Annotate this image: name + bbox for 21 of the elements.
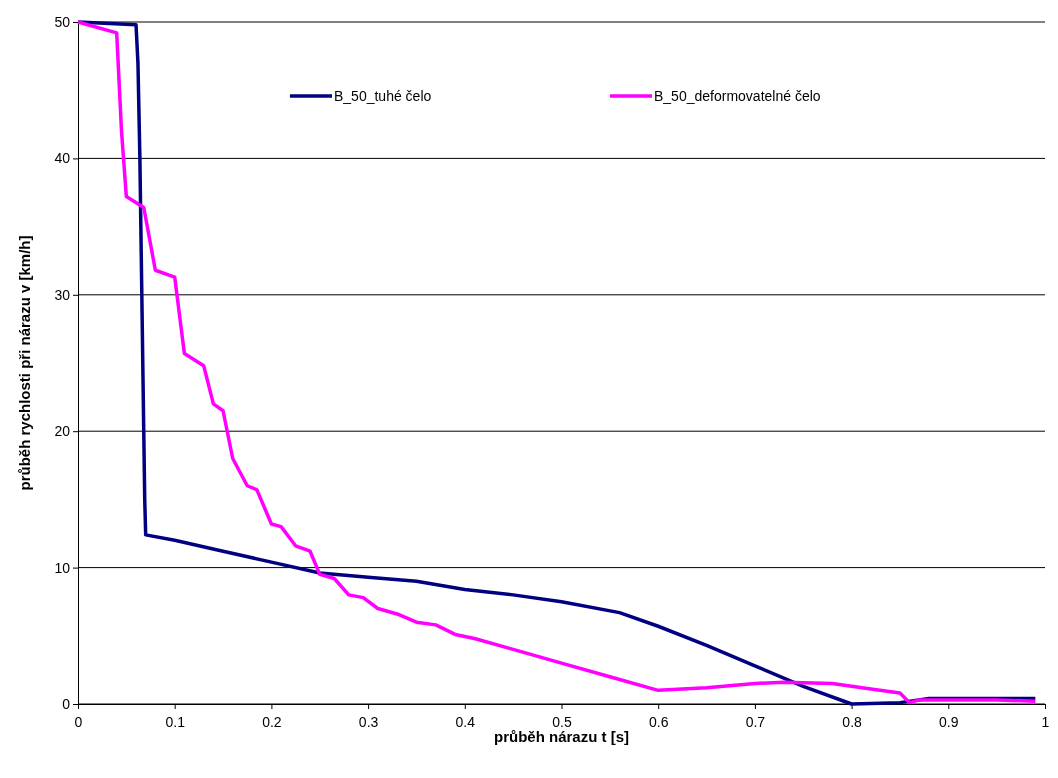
x-tick-label: 0.1 [165, 714, 186, 731]
x-tick-label: 0.7 [745, 714, 766, 731]
y-tick-label: 50 [54, 13, 71, 30]
y-tick-label: 0 [62, 695, 71, 712]
y-tick-label: 40 [54, 150, 71, 167]
y-tick-label: 10 [54, 559, 71, 576]
x-tick-label: 0 [74, 714, 83, 731]
x-tick-label: 0.4 [455, 714, 476, 731]
x-tick-label: 0.2 [262, 714, 282, 731]
x-axis-title: průběh nárazu t [s] [493, 728, 630, 745]
x-tick-label: 0.9 [939, 714, 959, 731]
x-tick-label: 1 [1041, 714, 1050, 731]
x-tick-label: 0.5 [552, 714, 572, 731]
y-tick-label: 20 [54, 423, 71, 440]
y-axis-title: průběh rychlosti při nárazu v [km/h] [16, 235, 33, 491]
legend-label: B_50_deformovatelné čelo [654, 88, 821, 104]
x-tick-label: 0.3 [358, 714, 379, 731]
x-tick-label: 0.8 [842, 714, 863, 731]
legend-label: B_50_tuhé čelo [334, 88, 432, 104]
y-tick-label: 30 [54, 286, 71, 303]
x-tick-label: 0.6 [648, 714, 669, 731]
